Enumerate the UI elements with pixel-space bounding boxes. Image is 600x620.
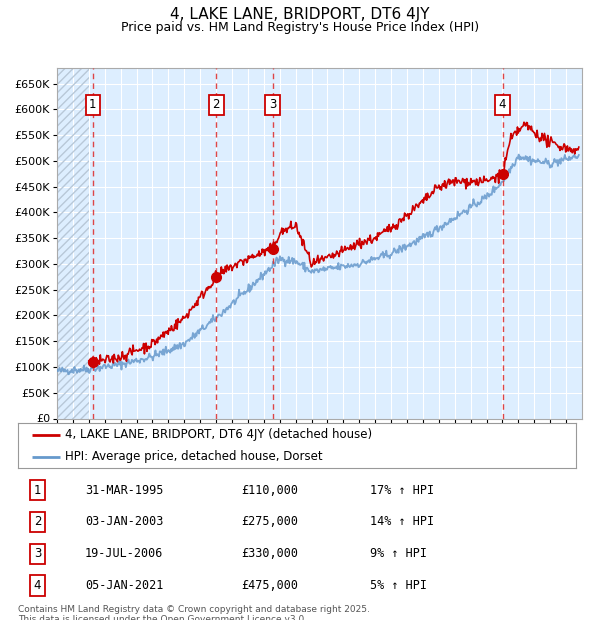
Text: 03-JAN-2003: 03-JAN-2003 [85,515,163,528]
Text: 4, LAKE LANE, BRIDPORT, DT6 4JY: 4, LAKE LANE, BRIDPORT, DT6 4JY [170,7,430,22]
Text: 4: 4 [34,579,41,592]
Text: Contains HM Land Registry data © Crown copyright and database right 2025.
This d: Contains HM Land Registry data © Crown c… [18,604,370,620]
Text: 4: 4 [499,99,506,112]
Text: 2: 2 [212,99,220,112]
Text: 2: 2 [34,515,41,528]
Text: HPI: Average price, detached house, Dorset: HPI: Average price, detached house, Dors… [65,451,323,463]
Text: 19-JUL-2006: 19-JUL-2006 [85,547,163,560]
Text: 3: 3 [34,547,41,560]
Text: 4, LAKE LANE, BRIDPORT, DT6 4JY (detached house): 4, LAKE LANE, BRIDPORT, DT6 4JY (detache… [65,428,373,441]
Text: 9% ↑ HPI: 9% ↑ HPI [370,547,427,560]
Text: 1: 1 [34,484,41,497]
Text: 31-MAR-1995: 31-MAR-1995 [85,484,163,497]
Text: 05-JAN-2021: 05-JAN-2021 [85,579,163,592]
Text: £275,000: £275,000 [241,515,298,528]
Text: £475,000: £475,000 [241,579,298,592]
Text: 1: 1 [89,99,97,112]
Text: £330,000: £330,000 [241,547,298,560]
Text: 3: 3 [269,99,276,112]
Text: 5% ↑ HPI: 5% ↑ HPI [370,579,427,592]
Text: 17% ↑ HPI: 17% ↑ HPI [370,484,434,497]
Bar [57,68,89,418]
Text: Price paid vs. HM Land Registry's House Price Index (HPI): Price paid vs. HM Land Registry's House … [121,21,479,34]
Text: 14% ↑ HPI: 14% ↑ HPI [370,515,434,528]
Text: £110,000: £110,000 [241,484,298,497]
